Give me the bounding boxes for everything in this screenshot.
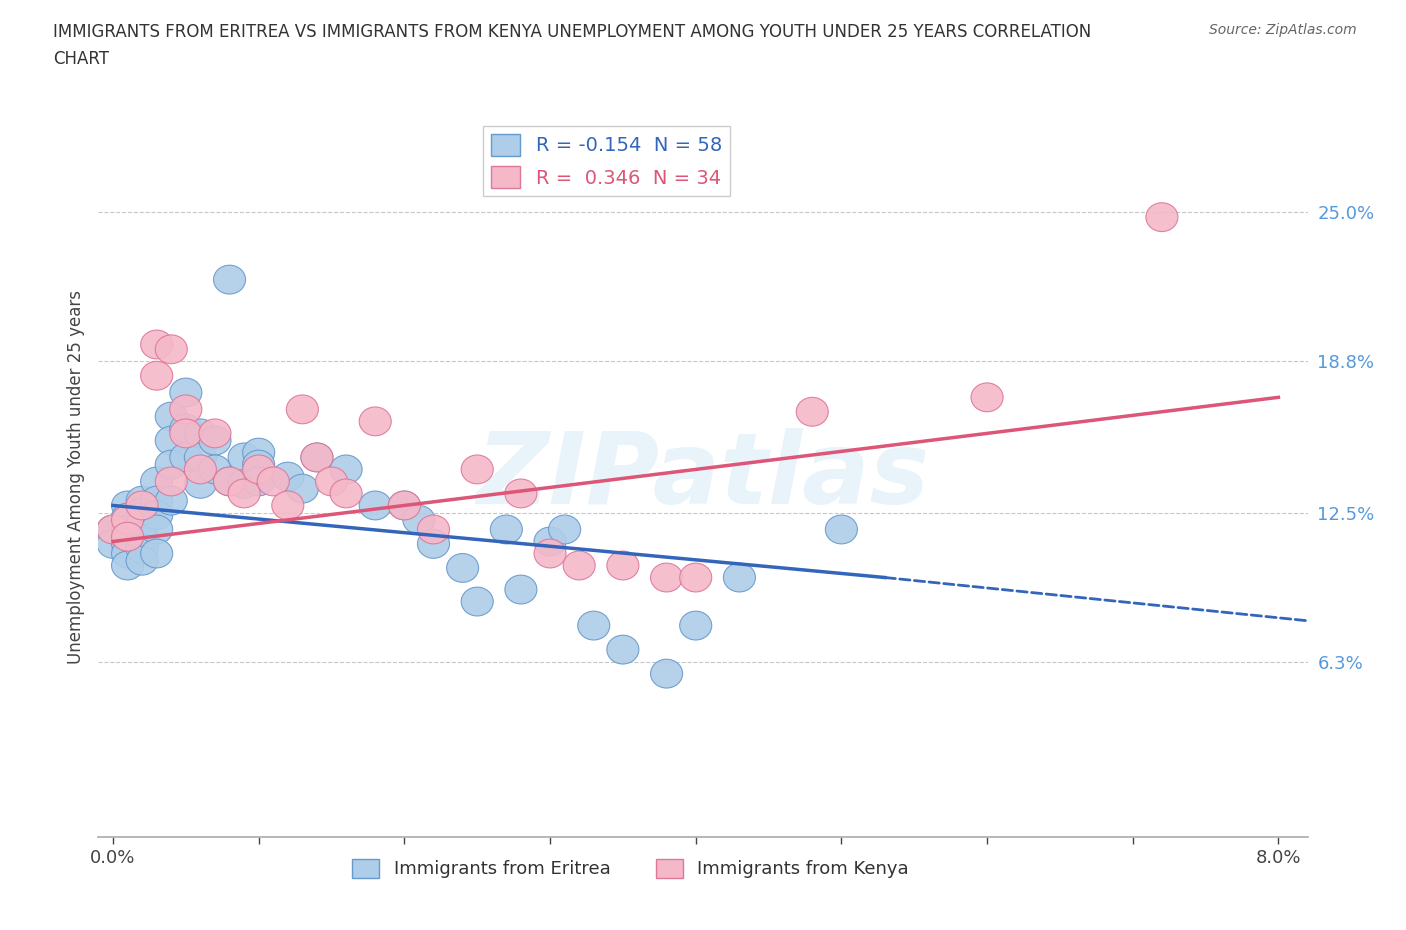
Text: ZIPatlas: ZIPatlas [477, 428, 929, 525]
Ellipse shape [301, 443, 333, 472]
Ellipse shape [198, 426, 231, 455]
Ellipse shape [243, 438, 274, 467]
Ellipse shape [825, 515, 858, 544]
Ellipse shape [170, 395, 202, 424]
Ellipse shape [127, 523, 157, 551]
Ellipse shape [287, 395, 318, 424]
Ellipse shape [111, 529, 143, 558]
Ellipse shape [491, 515, 523, 544]
Ellipse shape [505, 575, 537, 604]
Ellipse shape [651, 659, 682, 688]
Ellipse shape [170, 379, 202, 407]
Ellipse shape [97, 515, 129, 544]
Ellipse shape [155, 467, 187, 496]
Ellipse shape [578, 611, 610, 640]
Ellipse shape [184, 418, 217, 448]
Ellipse shape [111, 515, 143, 544]
Ellipse shape [679, 611, 711, 640]
Ellipse shape [388, 491, 420, 520]
Ellipse shape [141, 486, 173, 515]
Ellipse shape [243, 455, 274, 484]
Ellipse shape [141, 515, 173, 544]
Text: IMMIGRANTS FROM ERITREA VS IMMIGRANTS FROM KENYA UNEMPLOYMENT AMONG YOUTH UNDER : IMMIGRANTS FROM ERITREA VS IMMIGRANTS FR… [53, 23, 1091, 68]
Ellipse shape [170, 418, 202, 448]
Ellipse shape [214, 467, 246, 496]
Ellipse shape [418, 529, 450, 558]
Ellipse shape [127, 498, 157, 527]
Ellipse shape [141, 500, 173, 529]
Ellipse shape [170, 414, 202, 443]
Ellipse shape [257, 467, 290, 496]
Ellipse shape [679, 564, 711, 592]
Text: Source: ZipAtlas.com: Source: ZipAtlas.com [1209, 23, 1357, 37]
Ellipse shape [534, 539, 567, 568]
Ellipse shape [505, 479, 537, 508]
Ellipse shape [155, 450, 187, 479]
Ellipse shape [651, 564, 682, 592]
Ellipse shape [184, 455, 217, 484]
Ellipse shape [141, 539, 173, 568]
Ellipse shape [548, 515, 581, 544]
Ellipse shape [127, 511, 157, 539]
Ellipse shape [155, 486, 187, 515]
Ellipse shape [271, 462, 304, 491]
Ellipse shape [198, 455, 231, 484]
Ellipse shape [228, 479, 260, 508]
Ellipse shape [607, 635, 638, 664]
Ellipse shape [111, 539, 143, 568]
Ellipse shape [97, 515, 129, 544]
Ellipse shape [198, 418, 231, 448]
Ellipse shape [184, 443, 217, 472]
Ellipse shape [111, 491, 143, 520]
Ellipse shape [564, 551, 595, 580]
Ellipse shape [388, 491, 420, 520]
Ellipse shape [534, 527, 567, 556]
Ellipse shape [724, 564, 755, 592]
Y-axis label: Unemployment Among Youth under 25 years: Unemployment Among Youth under 25 years [66, 289, 84, 664]
Ellipse shape [315, 467, 347, 496]
Ellipse shape [404, 506, 434, 534]
Ellipse shape [141, 330, 173, 359]
Ellipse shape [243, 450, 274, 479]
Ellipse shape [301, 443, 333, 472]
Ellipse shape [228, 470, 260, 498]
Ellipse shape [127, 534, 157, 564]
Ellipse shape [447, 553, 478, 582]
Ellipse shape [461, 587, 494, 616]
Ellipse shape [214, 265, 246, 294]
Ellipse shape [141, 362, 173, 391]
Ellipse shape [170, 443, 202, 472]
Ellipse shape [796, 397, 828, 426]
Ellipse shape [330, 479, 363, 508]
Ellipse shape [1146, 203, 1178, 232]
Ellipse shape [155, 402, 187, 431]
Ellipse shape [271, 491, 304, 520]
Ellipse shape [97, 529, 129, 558]
Ellipse shape [184, 470, 217, 498]
Legend: Immigrants from Eritrea, Immigrants from Kenya: Immigrants from Eritrea, Immigrants from… [344, 851, 915, 885]
Ellipse shape [214, 467, 246, 496]
Ellipse shape [111, 523, 143, 551]
Ellipse shape [111, 503, 143, 532]
Ellipse shape [330, 455, 363, 484]
Ellipse shape [461, 455, 494, 484]
Ellipse shape [972, 383, 1002, 412]
Ellipse shape [127, 491, 157, 520]
Ellipse shape [111, 506, 143, 534]
Ellipse shape [155, 335, 187, 364]
Ellipse shape [607, 551, 638, 580]
Ellipse shape [243, 467, 274, 496]
Ellipse shape [418, 515, 450, 544]
Ellipse shape [111, 551, 143, 580]
Ellipse shape [141, 467, 173, 496]
Ellipse shape [359, 491, 391, 520]
Ellipse shape [359, 407, 391, 436]
Ellipse shape [127, 546, 157, 575]
Ellipse shape [155, 426, 187, 455]
Ellipse shape [228, 443, 260, 472]
Ellipse shape [287, 474, 318, 503]
Ellipse shape [127, 486, 157, 515]
